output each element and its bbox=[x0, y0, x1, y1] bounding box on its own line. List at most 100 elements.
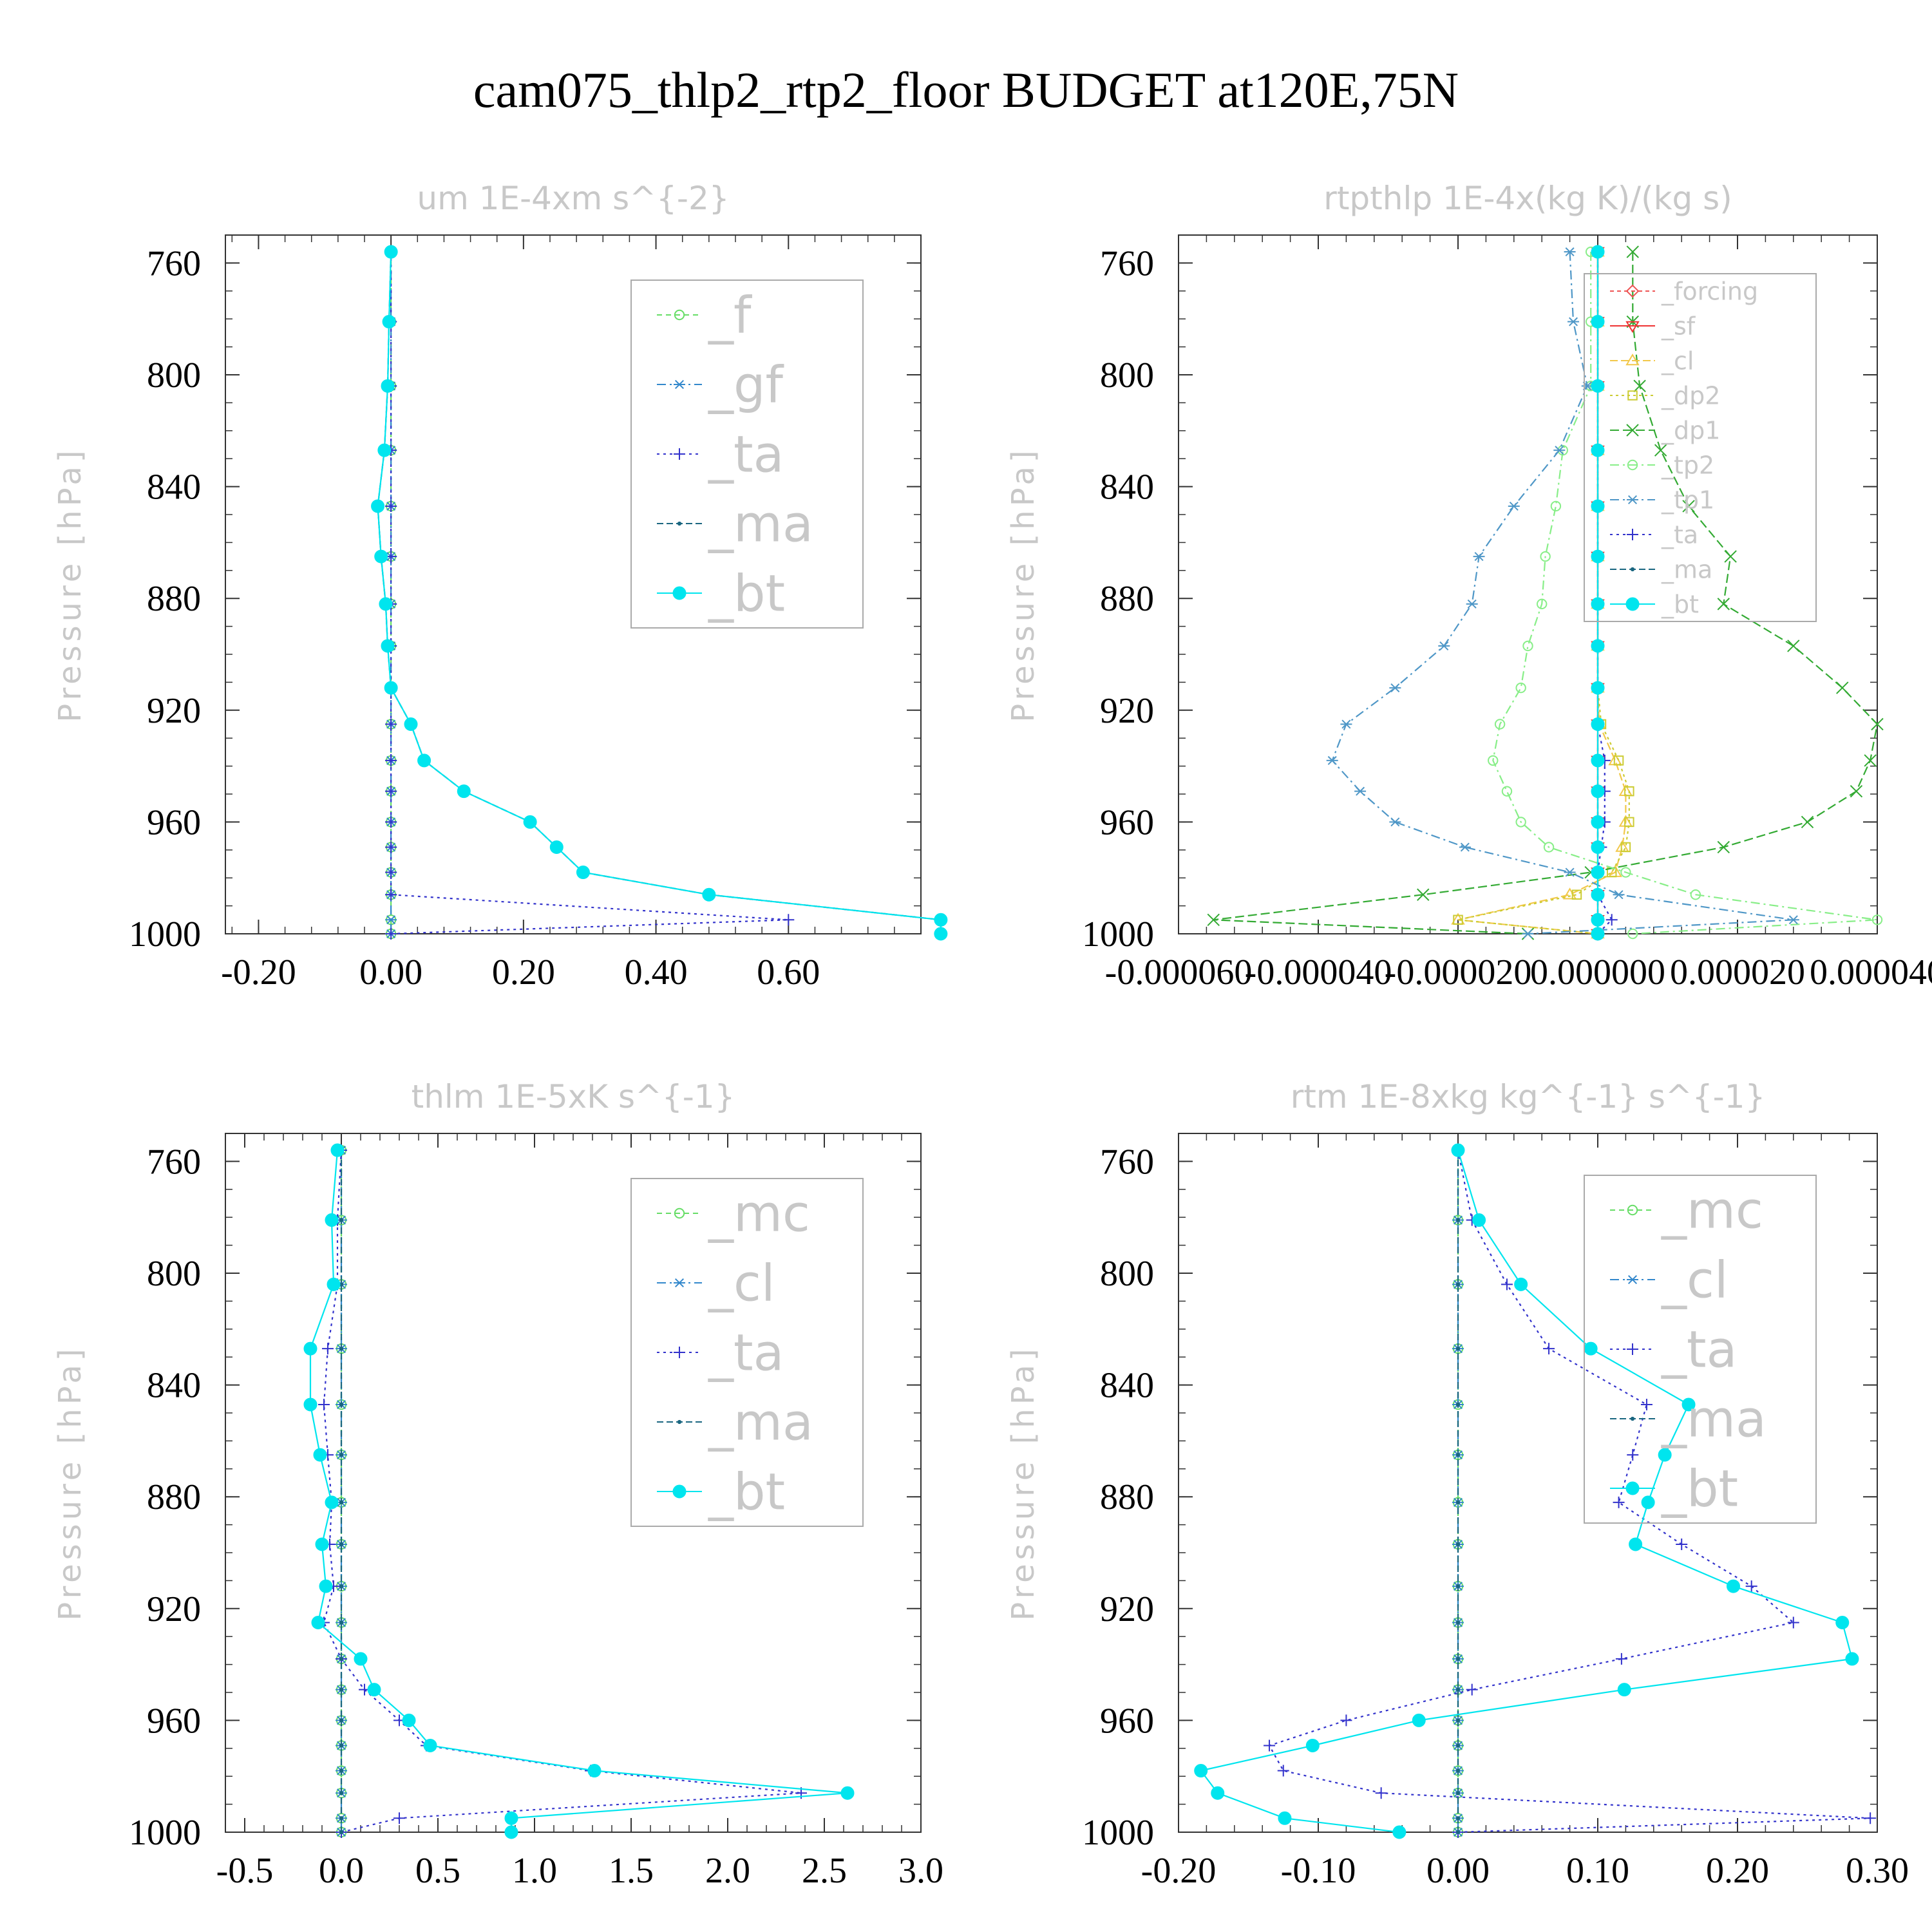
legend-label: _ma bbox=[1661, 1390, 1766, 1448]
page-title: cam075_thlp2_rtp2_floor BUDGET at120E,75… bbox=[473, 62, 1459, 118]
marker-filled bbox=[1726, 1579, 1740, 1593]
marker-filled bbox=[504, 1825, 518, 1839]
marker-square bbox=[1453, 914, 1463, 925]
legend-label: _ma bbox=[708, 495, 813, 553]
marker-filled bbox=[354, 1652, 368, 1666]
marker-dot bbox=[339, 1218, 344, 1222]
marker-filled bbox=[330, 1143, 345, 1157]
marker-plus bbox=[1375, 1787, 1387, 1799]
marker-plus bbox=[385, 718, 397, 730]
marker-x bbox=[1864, 754, 1877, 767]
marker-dot bbox=[339, 1282, 344, 1287]
marker-asterisk bbox=[1508, 501, 1520, 511]
y-tick-label: 920 bbox=[1100, 1589, 1154, 1629]
panel-title: thlm 1E-5xK s^{-1} bbox=[412, 1078, 735, 1115]
marker-dot bbox=[1455, 1768, 1461, 1773]
y-tick-label: 880 bbox=[147, 1477, 201, 1517]
marker-filled bbox=[576, 866, 590, 880]
panel-rtm: rtm 1E-8xkg kg^{-1} s^{-1} Pressure [hPa]… bbox=[1005, 1078, 1909, 1891]
marker-triangle-down bbox=[1625, 321, 1640, 333]
series-rtm_bt bbox=[1194, 1143, 1859, 1839]
series-line bbox=[390, 252, 789, 935]
marker-dot bbox=[677, 521, 682, 526]
marker-asterisk bbox=[1564, 247, 1576, 257]
marker-circle bbox=[1540, 551, 1551, 562]
x-tick-label: -0.5 bbox=[216, 1851, 274, 1891]
marker-filled bbox=[1845, 1652, 1859, 1666]
marker-dot bbox=[1455, 1452, 1461, 1457]
marker-circle bbox=[1488, 755, 1499, 766]
legend-label: _dp1 bbox=[1661, 416, 1720, 444]
y-tick-label: 760 bbox=[147, 1142, 201, 1182]
marker-filled bbox=[1591, 753, 1605, 768]
marker-filled bbox=[1211, 1786, 1225, 1800]
legend-label: _ta bbox=[708, 426, 784, 484]
marker-plus bbox=[674, 1347, 685, 1358]
marker-triangle-up bbox=[1625, 354, 1640, 366]
marker-dot bbox=[1455, 1620, 1461, 1625]
marker-circle bbox=[1537, 598, 1548, 610]
x-tick-label: 0.00 bbox=[1426, 1851, 1490, 1891]
y-tick-label: 1000 bbox=[1082, 1813, 1154, 1853]
legend-label: _tp1 bbox=[1661, 486, 1714, 514]
marker-dot bbox=[1455, 1542, 1461, 1547]
marker-filled bbox=[1591, 840, 1605, 854]
marker-plus bbox=[1627, 1449, 1639, 1461]
marker-x bbox=[1787, 639, 1800, 652]
marker-filled bbox=[1591, 245, 1605, 259]
legend-box bbox=[1584, 273, 1817, 622]
marker-filled bbox=[1514, 1277, 1528, 1291]
legend-label: _bt bbox=[1661, 590, 1699, 618]
y-axis-label: Pressure [hPa] bbox=[1005, 1345, 1041, 1620]
panel-rtpthlp: rtpthlp 1E-4x(kg K)/(kg s) Pressure [hPa]… bbox=[1005, 180, 1932, 992]
series-um_gf bbox=[385, 247, 397, 939]
marker-filled bbox=[384, 245, 398, 259]
marker-x bbox=[1717, 598, 1730, 611]
marker-x bbox=[1724, 550, 1737, 563]
series-line bbox=[1492, 252, 1878, 935]
marker-plus bbox=[385, 500, 397, 512]
legend: _f _gf _ta _ma _bt bbox=[630, 279, 864, 629]
marker-filled bbox=[1451, 1143, 1465, 1157]
y-tick-label: 960 bbox=[1100, 1701, 1154, 1741]
plot-frame bbox=[1178, 1133, 1878, 1833]
marker-filled bbox=[1591, 887, 1605, 902]
marker-filled bbox=[457, 784, 471, 799]
series-um_bt bbox=[371, 245, 948, 941]
marker-filled bbox=[417, 753, 431, 768]
marker-x bbox=[1850, 784, 1863, 798]
marker-filled bbox=[1278, 1811, 1292, 1825]
marker-plus bbox=[1613, 1496, 1625, 1508]
marker-circle bbox=[1515, 817, 1526, 828]
marker-plus bbox=[385, 841, 397, 853]
marker-circle bbox=[1522, 640, 1533, 652]
x-tick-label: 0.000000 bbox=[1530, 952, 1665, 992]
marker-dot bbox=[1455, 1402, 1461, 1407]
marker-plus bbox=[318, 1398, 330, 1410]
marker-filled bbox=[1617, 1683, 1631, 1697]
marker-plus bbox=[385, 928, 397, 940]
marker-filled bbox=[672, 1484, 687, 1499]
marker-filled bbox=[374, 549, 388, 564]
y-tick-label: 880 bbox=[1100, 1477, 1154, 1517]
y-tick-label: 960 bbox=[147, 1701, 201, 1741]
marker-filled bbox=[1412, 1713, 1426, 1727]
series-rtpthlp_dp1 bbox=[1207, 245, 1884, 940]
series-line bbox=[377, 251, 942, 934]
marker-filled bbox=[934, 927, 948, 941]
marker-filled bbox=[367, 1683, 381, 1697]
series-thlm_bt bbox=[303, 1143, 855, 1839]
legend-box bbox=[630, 279, 864, 629]
marker-x bbox=[1871, 717, 1884, 731]
marker-dot bbox=[339, 1620, 344, 1625]
marker-plus bbox=[1745, 1580, 1757, 1593]
marker-filled bbox=[1194, 1764, 1208, 1778]
marker-square bbox=[1624, 817, 1634, 828]
series-line bbox=[1331, 251, 1794, 935]
series-line bbox=[1596, 252, 1613, 934]
marker-circle bbox=[1543, 842, 1555, 853]
legend-label: _tp2 bbox=[1661, 451, 1714, 479]
marker-plus bbox=[385, 754, 397, 766]
marker-dot bbox=[1455, 1816, 1461, 1821]
